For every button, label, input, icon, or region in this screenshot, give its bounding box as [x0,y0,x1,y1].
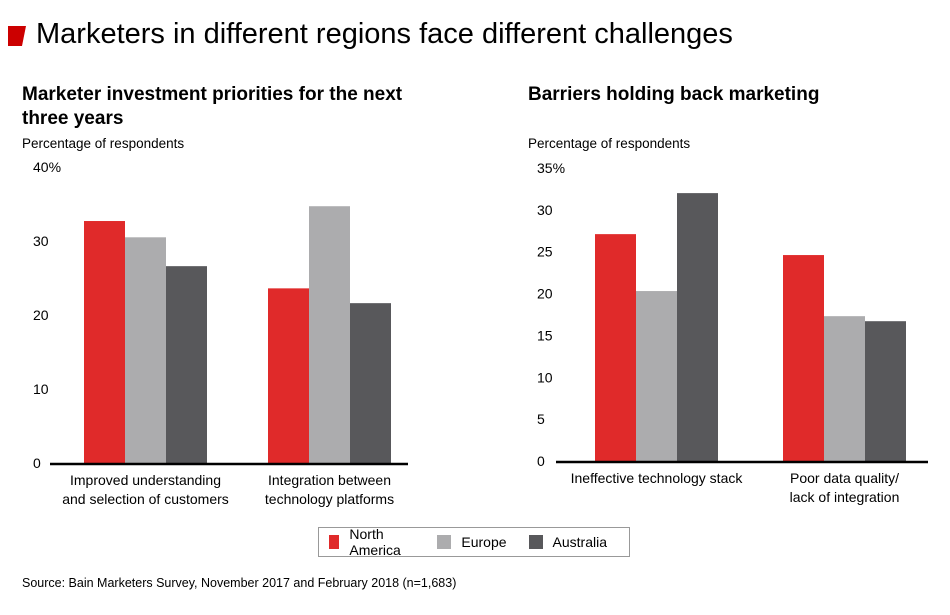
y-tick-label: 35% [537,160,565,176]
bar-australia [677,193,718,461]
y-tick-label: 20 [537,286,553,302]
legend-item-north-america: North America [329,526,415,558]
y-tick-label: 0 [33,455,41,471]
y-tick-label: 30 [33,233,49,249]
category-label: Integration between [268,472,391,488]
bar-australia [865,321,906,461]
title-accent-icon [8,26,26,46]
legend-label-australia: Australia [552,534,607,550]
y-tick-label: 15 [537,327,553,343]
bar-europe [125,237,166,463]
legend-label-north-america: North America [349,526,401,558]
y-tick-label: 25 [537,244,553,260]
legend-swatch-north-america [329,535,340,549]
y-tick-label: 20 [33,307,49,323]
category-label: and selection of customers [62,491,229,507]
right-chart-ylabel: Percentage of respondents [528,136,691,151]
bar-north-america [84,221,125,463]
bar-north-america [595,234,636,461]
y-tick-label: 10 [537,369,553,385]
legend-swatch-australia [528,535,543,549]
bar-australia [350,303,391,463]
legend-item-europe: Europe [437,534,507,550]
bar-australia [166,266,207,463]
category-label: technology platforms [265,491,394,507]
category-label: Poor data quality/ [790,470,899,486]
left-chart-title-line1: Marketer investment priorities for the n… [22,84,403,105]
y-tick-label: 5 [537,411,545,427]
left-chart-title-line2: three years [22,108,124,129]
y-tick-label: 30 [537,202,553,218]
source-note: Source: Bain Marketers Survey, November … [22,576,457,590]
bar-europe [309,206,350,463]
legend-swatch-europe [437,535,452,549]
legend-label-europe: Europe [461,534,507,550]
y-tick-label: 0 [537,453,545,469]
chart-legend: North America Europe Australia [318,526,630,558]
category-label: Ineffective technology stack [571,470,744,486]
bar-europe [824,316,865,461]
category-label: Improved understanding [70,472,221,488]
y-tick-label: 10 [33,381,49,397]
bar-europe [636,291,677,461]
legend-item-australia: Australia [528,534,607,550]
bar-north-america [268,288,309,463]
y-tick-label: 40% [33,159,61,175]
page-title: Marketers in different regions face diff… [36,18,733,50]
category-label: lack of integration [790,489,900,505]
bar-north-america [783,255,824,461]
right-chart-title: Barriers holding back marketing [528,84,820,105]
left-chart-ylabel: Percentage of respondents [22,136,185,151]
